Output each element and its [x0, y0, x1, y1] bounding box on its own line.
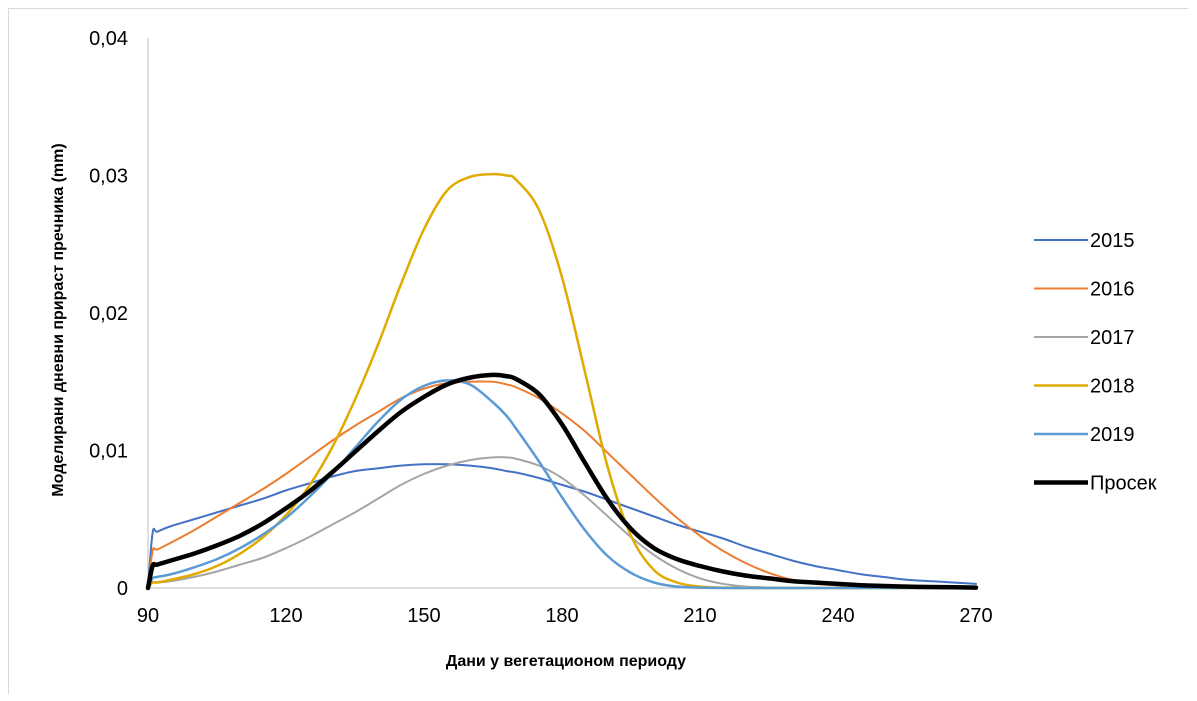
- axes: [147, 38, 976, 589]
- y-tick-label: 0,03: [89, 166, 128, 188]
- series-line-Просек: [145, 372, 979, 591]
- series-line-2015: [147, 463, 977, 589]
- series-line-2017: [147, 456, 977, 590]
- legend-label: 2016: [1090, 279, 1135, 301]
- x-tick-label: 90: [137, 605, 159, 627]
- x-tick-label: 120: [269, 605, 302, 627]
- legend-label: 2018: [1090, 376, 1135, 398]
- x-axis-title: Дани у вегетационом периоду: [446, 653, 686, 670]
- series-line-2019: [146, 379, 978, 590]
- legend-label: Просек: [1090, 473, 1157, 495]
- x-tick-label: 180: [545, 605, 578, 627]
- y-tick-label: 0: [117, 578, 128, 600]
- legend-label: 2015: [1090, 230, 1135, 252]
- y-tick-label: 0,04: [89, 28, 128, 50]
- series-line-2018: [146, 172, 978, 590]
- series-layer: [145, 172, 979, 591]
- chart-frame: [8, 8, 1188, 694]
- tick-labels: 90 120 150 180 210 240 270 0 0,01 0,02 0,03 0,04: [89, 28, 993, 627]
- x-tick-label: 270: [959, 605, 992, 627]
- x-tick-label: 150: [407, 605, 440, 627]
- legend-label: 2017: [1090, 327, 1135, 349]
- legend-label: 2019: [1090, 424, 1135, 446]
- legend: 2015 2016 2017 2018 2019 Просек: [1034, 230, 1157, 495]
- x-tick-label: 210: [683, 605, 716, 627]
- y-tick-label: 0,02: [89, 303, 128, 325]
- x-tick-label: 240: [821, 605, 854, 627]
- y-axis-title: Моделирани дневни прираст пречника (mm): [50, 143, 67, 496]
- y-tick-label: 0,01: [89, 441, 128, 463]
